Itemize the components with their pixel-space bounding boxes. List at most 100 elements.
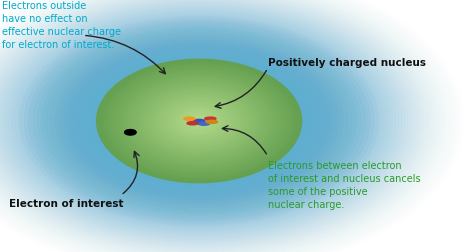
Ellipse shape xyxy=(68,45,330,197)
Ellipse shape xyxy=(53,36,346,206)
Ellipse shape xyxy=(193,117,205,125)
Ellipse shape xyxy=(198,122,210,125)
Ellipse shape xyxy=(121,74,277,168)
Ellipse shape xyxy=(55,38,343,204)
Ellipse shape xyxy=(160,98,238,144)
Ellipse shape xyxy=(152,92,246,149)
Ellipse shape xyxy=(181,110,218,132)
Ellipse shape xyxy=(37,27,361,215)
Ellipse shape xyxy=(164,100,234,142)
Ellipse shape xyxy=(104,66,294,176)
Ellipse shape xyxy=(21,18,377,224)
Text: Positively charged nucleus: Positively charged nucleus xyxy=(268,58,426,68)
Ellipse shape xyxy=(135,83,264,159)
Ellipse shape xyxy=(115,70,283,172)
Ellipse shape xyxy=(128,78,271,164)
Ellipse shape xyxy=(134,81,264,161)
Ellipse shape xyxy=(18,16,380,226)
Ellipse shape xyxy=(174,106,224,136)
Ellipse shape xyxy=(24,19,374,223)
Ellipse shape xyxy=(65,43,333,199)
Ellipse shape xyxy=(30,23,368,219)
Ellipse shape xyxy=(64,42,334,200)
Ellipse shape xyxy=(91,58,308,184)
Ellipse shape xyxy=(156,95,242,147)
Ellipse shape xyxy=(158,96,240,146)
Ellipse shape xyxy=(142,86,256,155)
Ellipse shape xyxy=(62,41,337,201)
Ellipse shape xyxy=(144,89,255,153)
Ellipse shape xyxy=(117,72,281,170)
Ellipse shape xyxy=(131,80,267,162)
Ellipse shape xyxy=(125,77,273,165)
Ellipse shape xyxy=(42,29,356,212)
Ellipse shape xyxy=(206,120,218,123)
Ellipse shape xyxy=(59,40,339,202)
Ellipse shape xyxy=(197,120,201,122)
Ellipse shape xyxy=(51,35,347,207)
Ellipse shape xyxy=(191,116,207,126)
Ellipse shape xyxy=(100,62,298,180)
Ellipse shape xyxy=(97,59,301,183)
Ellipse shape xyxy=(173,105,226,137)
Ellipse shape xyxy=(82,53,317,189)
Ellipse shape xyxy=(168,103,230,140)
Ellipse shape xyxy=(27,21,371,221)
Ellipse shape xyxy=(74,48,324,194)
Ellipse shape xyxy=(162,99,236,143)
Ellipse shape xyxy=(113,69,285,173)
Ellipse shape xyxy=(95,60,303,182)
Ellipse shape xyxy=(73,47,326,195)
Ellipse shape xyxy=(112,71,286,171)
Ellipse shape xyxy=(46,32,352,210)
Ellipse shape xyxy=(129,79,269,163)
Ellipse shape xyxy=(189,115,210,127)
Text: Electrons between electron
of interest and nucleus cancels
some of the positive
: Electrons between electron of interest a… xyxy=(268,161,420,210)
Ellipse shape xyxy=(121,76,277,166)
Ellipse shape xyxy=(205,117,216,120)
Ellipse shape xyxy=(148,90,250,152)
Ellipse shape xyxy=(187,114,211,128)
Ellipse shape xyxy=(187,122,198,125)
Ellipse shape xyxy=(107,66,292,177)
Text: Electrons outside
have no effect on
effective nuclear charge
for electron of int: Electrons outside have no effect on effe… xyxy=(2,1,121,50)
Ellipse shape xyxy=(140,85,258,157)
Ellipse shape xyxy=(150,91,248,151)
Ellipse shape xyxy=(43,30,355,212)
Ellipse shape xyxy=(71,47,327,195)
Ellipse shape xyxy=(123,75,275,167)
Ellipse shape xyxy=(179,109,219,133)
Ellipse shape xyxy=(176,107,222,135)
Ellipse shape xyxy=(46,32,352,210)
Ellipse shape xyxy=(55,37,343,205)
Ellipse shape xyxy=(40,28,358,213)
Ellipse shape xyxy=(146,89,252,153)
Ellipse shape xyxy=(184,117,195,120)
Ellipse shape xyxy=(77,50,321,192)
Ellipse shape xyxy=(137,84,261,158)
Ellipse shape xyxy=(109,67,289,175)
Ellipse shape xyxy=(130,81,268,161)
Ellipse shape xyxy=(170,104,228,138)
Ellipse shape xyxy=(99,60,300,181)
Ellipse shape xyxy=(119,73,279,169)
Ellipse shape xyxy=(148,91,250,151)
Text: Electron of interest: Electron of interest xyxy=(9,199,124,209)
Ellipse shape xyxy=(34,25,365,217)
Ellipse shape xyxy=(182,111,216,131)
Ellipse shape xyxy=(126,78,273,164)
Ellipse shape xyxy=(68,45,330,197)
Ellipse shape xyxy=(111,68,287,174)
Ellipse shape xyxy=(185,112,213,130)
Ellipse shape xyxy=(86,55,312,187)
Ellipse shape xyxy=(144,88,255,154)
Ellipse shape xyxy=(125,130,136,135)
Ellipse shape xyxy=(59,39,339,203)
Ellipse shape xyxy=(195,118,203,123)
Ellipse shape xyxy=(99,63,299,179)
Ellipse shape xyxy=(139,86,259,156)
Ellipse shape xyxy=(108,68,290,174)
Ellipse shape xyxy=(154,94,244,148)
Ellipse shape xyxy=(105,64,293,178)
Ellipse shape xyxy=(37,27,361,215)
